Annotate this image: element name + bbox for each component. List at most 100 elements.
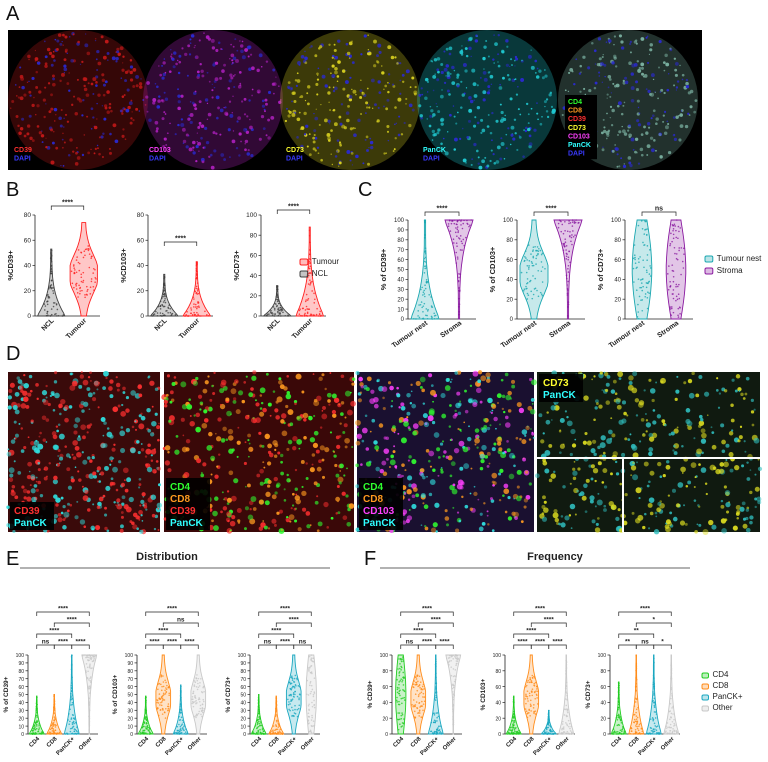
if-speckle: [696, 448, 702, 454]
if-speckle: [244, 462, 247, 465]
core-speckle: [101, 73, 104, 76]
core-speckle: [501, 142, 505, 146]
marker-label: PanCK: [568, 142, 591, 149]
data-point: [679, 298, 681, 300]
data-point: [277, 731, 279, 733]
if-speckle: [80, 374, 84, 378]
core-speckle: [248, 99, 250, 101]
core-speckle: [365, 101, 368, 104]
data-point: [294, 709, 296, 711]
if-speckle: [691, 372, 694, 375]
core-speckle: [291, 101, 293, 103]
core-speckle: [429, 115, 432, 118]
core-speckle: [641, 73, 644, 76]
core-speckle: [682, 74, 685, 77]
if-speckle: [12, 485, 16, 489]
data-point: [193, 298, 195, 300]
core-speckle: [88, 82, 90, 84]
data-point: [89, 709, 91, 711]
core-speckle: [397, 98, 401, 102]
if-speckle: [719, 462, 724, 467]
if-speckle: [53, 476, 57, 480]
if-speckle: [181, 418, 185, 422]
core-speckle: [121, 77, 123, 79]
if-speckle: [7, 452, 12, 457]
category-label: Tumour nest: [608, 320, 647, 350]
core-speckle: [64, 72, 65, 73]
if-speckle: [601, 389, 603, 391]
data-point: [542, 295, 544, 297]
data-point: [82, 654, 84, 656]
if-speckle: [541, 505, 545, 509]
core-speckle: [165, 144, 167, 146]
if-speckle: [243, 381, 246, 384]
data-point: [673, 298, 675, 300]
data-point: [89, 253, 91, 255]
if-speckle: [89, 371, 92, 374]
data-point: [668, 289, 670, 291]
data-point: [570, 241, 572, 243]
data-point: [88, 701, 90, 703]
core-speckle: [456, 74, 459, 77]
core-speckle: [39, 131, 42, 134]
if-speckle: [287, 409, 293, 415]
core-speckle: [156, 105, 160, 109]
if-speckle: [295, 469, 297, 471]
core-speckle: [92, 77, 96, 81]
data-point: [456, 235, 458, 237]
if-speckle: [185, 447, 189, 451]
if-speckle: [590, 500, 594, 504]
core-speckle: [94, 126, 98, 130]
if-speckle: [218, 453, 220, 455]
data-point: [50, 271, 52, 273]
if-speckle: [95, 525, 100, 530]
data-point: [467, 223, 469, 225]
if-speckle: [249, 443, 251, 445]
core-speckle: [384, 85, 387, 88]
data-point: [525, 286, 527, 288]
if-speckle: [289, 514, 295, 520]
if-speckle: [440, 468, 443, 471]
data-point: [641, 310, 643, 312]
data-point: [164, 300, 166, 302]
if-speckle: [92, 503, 94, 505]
data-point: [677, 314, 679, 316]
marker-label: PanCK: [543, 390, 577, 401]
data-point: [67, 719, 69, 721]
core-speckle: [685, 125, 688, 128]
panel-letter-d: D: [6, 343, 20, 365]
data-point: [534, 278, 536, 280]
core-speckle: [373, 40, 377, 44]
data-point: [77, 733, 79, 735]
data-point: [76, 730, 78, 732]
data-point: [39, 733, 41, 735]
if-speckle: [631, 465, 636, 470]
core-speckle: [116, 50, 119, 53]
if-speckle: [739, 435, 743, 439]
core-speckle: [432, 61, 433, 62]
if-speckle: [211, 385, 213, 387]
if-speckle: [592, 519, 596, 523]
if-speckle: [604, 372, 606, 374]
data-point: [672, 230, 674, 232]
data-point: [423, 291, 425, 293]
data-point: [79, 287, 81, 289]
data-point: [156, 699, 158, 701]
core-speckle: [550, 92, 552, 94]
core-speckle: [122, 56, 124, 58]
data-point: [649, 249, 651, 251]
if-speckle: [745, 517, 748, 520]
if-speckle: [267, 461, 271, 465]
data-point: [70, 731, 72, 733]
if-speckle: [104, 466, 109, 471]
if-speckle: [339, 481, 342, 484]
core-speckle: [421, 94, 423, 96]
if-speckle: [272, 494, 277, 499]
core-speckle: [664, 70, 666, 72]
if-speckle: [199, 408, 201, 410]
if-speckle: [673, 517, 678, 522]
data-point: [298, 704, 300, 706]
significance-bracket: [146, 612, 199, 616]
if-speckle: [716, 389, 719, 392]
core-speckle: [64, 35, 67, 38]
